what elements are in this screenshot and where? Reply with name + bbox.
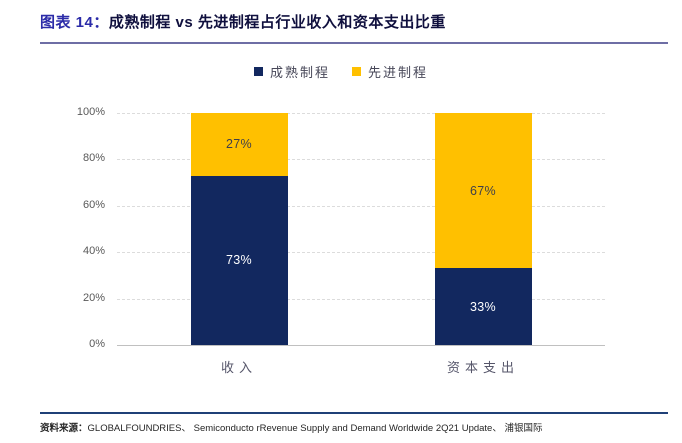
legend-label-mature: 成熟制程 bbox=[269, 65, 330, 80]
x-axis-label-revenue: 收入 bbox=[220, 360, 257, 375]
gridline-40 bbox=[117, 252, 605, 254]
y-tick-20: 20% bbox=[82, 291, 105, 304]
data-label-capex-advanced: 67% bbox=[470, 183, 496, 198]
data-label-revenue-advanced: 27% bbox=[226, 137, 252, 152]
title-divider bbox=[40, 42, 668, 44]
legend-item-advanced: 先进制程 bbox=[352, 62, 428, 81]
legend-swatch-advanced bbox=[352, 67, 361, 76]
source-text: GLOBALFOUNDRIES、 Semiconducto rRevenue S… bbox=[87, 423, 543, 434]
legend-item-mature: 成熟制程 bbox=[253, 62, 330, 81]
y-tick-0: 0% bbox=[89, 338, 105, 350]
data-label-capex-mature: 33% bbox=[470, 299, 496, 314]
gridline-20 bbox=[117, 298, 605, 300]
x-axis-line bbox=[117, 345, 605, 346]
chart-title: 图表 14：成熟制程 vs 先进制程占行业收入和资本支出比重 bbox=[40, 11, 668, 32]
legend-swatch-mature bbox=[253, 67, 263, 76]
source-label: 资料来源： bbox=[40, 424, 88, 434]
source-note: 资料来源：GLOBALFOUNDRIES、 Semiconducto rReve… bbox=[40, 420, 668, 434]
y-tick-40: 40% bbox=[82, 245, 105, 258]
bar-capex: 67% 33% bbox=[434, 113, 532, 345]
gridline-60 bbox=[117, 205, 605, 207]
data-label-revenue-mature: 73% bbox=[226, 253, 252, 268]
plot-area: 100% 80% 60% 40% 20% 0% 27% 73% 67% 33% … bbox=[77, 106, 605, 375]
y-tick-60: 60% bbox=[82, 198, 105, 211]
bar-capex-segment-mature: 33% bbox=[434, 268, 532, 345]
footer-divider bbox=[40, 412, 668, 414]
gridline-80 bbox=[117, 159, 605, 161]
gridline-100 bbox=[117, 113, 605, 114]
legend-label-advanced: 先进制程 bbox=[368, 65, 429, 80]
bar-revenue: 27% 73% bbox=[190, 113, 288, 345]
bar-capex-segment-advanced: 67% bbox=[434, 113, 532, 269]
chart-title-text: 成熟制程 vs 先进制程占行业收入和资本支出比重 bbox=[108, 14, 446, 31]
y-tick-80: 80% bbox=[82, 152, 105, 165]
bar-revenue-segment-mature: 73% bbox=[190, 175, 288, 345]
chart-number-label: 图表 14： bbox=[40, 14, 109, 31]
y-tick-100: 100% bbox=[76, 106, 105, 118]
bar-revenue-segment-advanced: 27% bbox=[190, 113, 288, 176]
chart-legend: 成熟制程 先进制程 bbox=[0, 62, 682, 81]
x-axis-label-capex: 资本支出 bbox=[446, 360, 519, 375]
